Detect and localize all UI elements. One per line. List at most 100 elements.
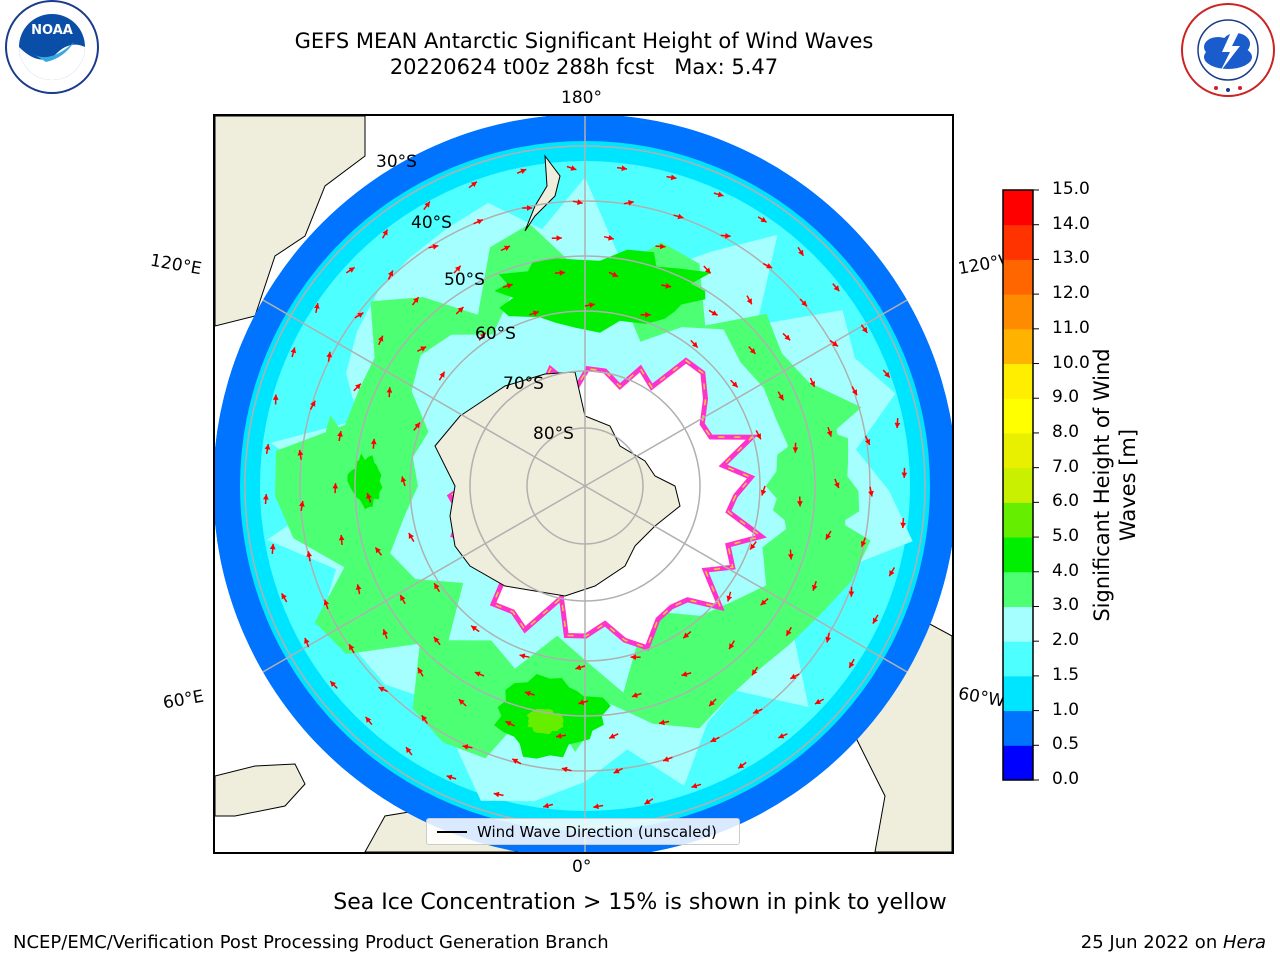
wind-wave-arrowhead [386,387,393,393]
colorbar-bin [1003,606,1033,642]
wind-wave-arrowhead [520,168,527,174]
colorbar-tick-label: 7.0 [1052,456,1080,477]
wind-wave-arrowhead [533,310,539,317]
wind-wave-arrowhead [631,692,638,698]
wind-wave-arrowhead [621,165,627,172]
wind-wave-arrowhead [766,263,773,269]
wind-wave-arrowhead [738,762,745,769]
colorbar-label: Significant Height of Wind Waves [m] [1090,348,1140,622]
wind-wave-arrowhead [506,283,513,289]
lat-label-80s: 80°S [533,424,574,444]
wind-wave-arrowhead [628,200,634,206]
wind-wave-arrowhead [414,422,420,429]
wind-wave-arrowhead [382,229,388,236]
colorbar-tick-label: 10.0 [1052,352,1090,373]
land-new-zealand [524,154,561,232]
wind-wave-arrowhead [446,774,453,781]
wind-wave-arrowhead [264,444,271,450]
wind-wave-arrowhead [418,667,424,674]
land-australia [215,116,366,327]
wind-wave-arrowhead [290,347,297,354]
wind-wave-arrowhead [746,298,752,305]
colorbar-bin [1003,571,1033,607]
wind-wave-arrowhead [326,351,333,358]
wind-wave-arrowhead [683,632,690,639]
wind-wave-arrowhead [578,699,585,705]
colorbar-tick-label: 1.5 [1052,664,1080,685]
wind-wave-arrowhead [790,673,797,679]
wind-wave-arrowhead [749,348,756,354]
lon-label-60e: 60°E [161,686,206,714]
wind-wave-arrowhead [561,766,568,773]
wind-wave-arrowhead [901,472,908,478]
wind-wave-arrowhead [665,283,672,289]
wind-wave-arrowhead [406,747,412,753]
colorbar-tick-label: 14.0 [1052,213,1090,234]
wind-wave-arrowhead [413,297,419,303]
wind-wave-arrowhead [860,540,867,547]
wind-wave-arrowhead [306,551,313,557]
colorbar-tick-label: 5.0 [1052,526,1080,547]
wind-wave-arrowhead [692,341,698,348]
colorbar-tick-label: 0.0 [1052,769,1080,789]
wind-wave-arrowhead [760,599,767,606]
wind-wave-arrowhead [323,599,330,606]
footer-host: Hera [1222,932,1266,953]
wind-wave-arrowhead [310,400,316,407]
colorbar-bin [1003,363,1033,399]
wind-wave-arrowhead [458,699,465,705]
lat-label-30s: 30°S [376,152,417,172]
wind-wave-arrowhead [314,303,320,309]
wind-wave-arrowhead [355,383,361,390]
map-panel [213,114,954,854]
meridian-line [215,225,586,487]
chart-subtitle: 20220624 t00z 288h fcst Max: 5.47 [389,55,779,79]
wind-wave-arrowhead [512,758,519,764]
wind-wave-arrowhead [812,584,818,591]
wind-wave-arrowhead [755,433,761,440]
wind-wave-arrowhead [872,617,878,624]
wind-wave-arrowhead [889,570,895,577]
colorbar-bin [1003,537,1033,573]
land-madagascar [215,763,306,817]
wind-wave-arrowhead [434,583,440,590]
colorbar-tick-label: 1.0 [1052,699,1080,720]
wind-wave-arrowhead [752,669,758,676]
wind-wave-arrowhead [798,249,804,256]
wind-wave-arrowhead [471,181,477,188]
colorbar-bin [1003,224,1033,260]
wind-wave-arrowhead [493,791,500,798]
wind-wave-arrowhead [577,199,583,205]
wind-wave-arrowhead [366,493,372,499]
wind-wave-arrowhead [645,311,651,318]
wind-wave-arrowhead [504,245,510,251]
wind-wave-arrowhead [543,802,549,809]
antarctica [434,371,681,597]
wind-wave-arrowhead [731,381,738,388]
legend-label: Wind Wave Direction (unscaled) [477,823,717,841]
wind-wave-arrowhead [355,584,362,590]
wind-wave-arrowhead [825,636,831,643]
wind-wave-arrowhead [476,219,483,225]
wind-wave-arrowhead [575,664,582,671]
ocean-wave-3.0-4.0-patch [314,414,378,536]
wind-wave-arrowhead [524,690,531,697]
wind-wave-arrowhead [784,334,791,341]
footer-org: NCEP/EMC/Verification Post Processing Pr… [13,932,609,953]
wind-wave-arrowhead [894,422,901,429]
wind-wave-arrowhead [609,733,616,739]
colorbar-bin [1003,745,1033,781]
wind-wave-arrowhead [408,533,414,539]
lon-label-120e: 120°E [148,250,204,280]
wind-wave-arrowhead [471,625,478,632]
wind-wave-arrowhead [263,494,269,500]
colorbar-tick-label: 12.0 [1052,283,1090,304]
wind-wave-arrowhead [663,756,670,762]
wind-wave-arrowhead [421,715,428,722]
wind-wave-arrowhead [750,543,756,550]
noaa-logo: NOAA [5,0,99,94]
colorbar-frame [1002,189,1034,781]
wind-wave-arrowhead [717,191,724,198]
wind-wave-arrowhead [400,476,407,483]
wind-wave-arrowhead [505,721,512,727]
